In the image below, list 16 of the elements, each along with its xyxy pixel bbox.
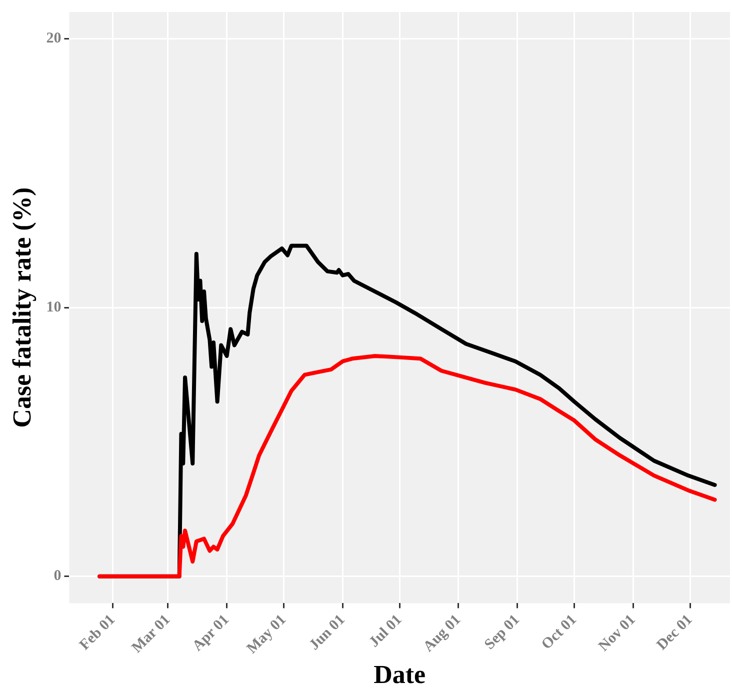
x-tick-label: Aug 01 [420,612,464,656]
y-tick-label: 20 [46,30,62,47]
x-tick-label: Nov 01 [596,612,639,655]
x-tick-label: Dec 01 [654,612,696,654]
x-tick-label: Mar 01 [129,612,174,656]
x-tick-label: Oct 01 [538,612,580,653]
x-tick-label: Sep 01 [482,612,523,653]
y-tick-label: 10 [46,299,62,316]
x-tick-label: Feb 01 [76,612,118,654]
x-tick-label: Jul 01 [366,612,406,651]
y-tick-label: 0 [54,568,62,584]
x-axis-title: Date [374,660,426,690]
x-tick-label: May 01 [244,612,290,658]
y-axis-title: Case fatality rate (%) [7,187,36,428]
x-tick-label: Jun 01 [306,612,348,654]
x-tick-label: Apr 01 [190,612,232,654]
